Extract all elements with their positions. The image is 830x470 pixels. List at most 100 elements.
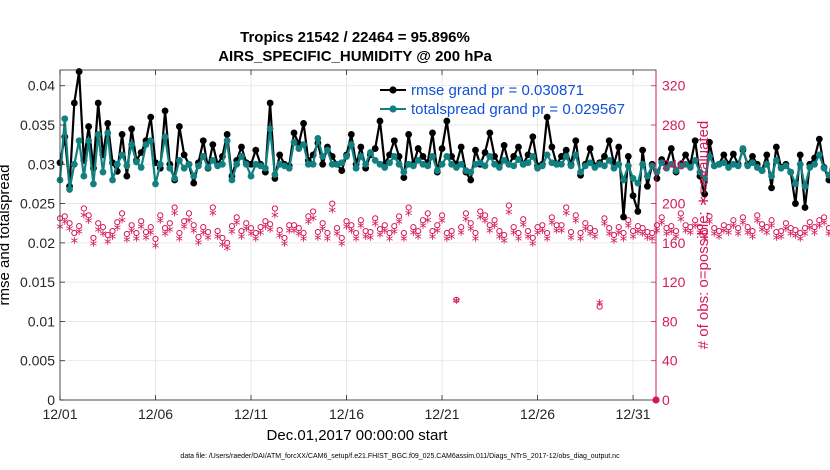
- totalspread-point: [701, 175, 709, 182]
- obs-evaluated-marker: *: [257, 226, 265, 244]
- obs-evaluated-marker: *: [519, 218, 527, 236]
- totalspread-point: [109, 176, 116, 184]
- rmse-point: [691, 137, 699, 145]
- rmse-point: [615, 143, 623, 151]
- obs-possible-marker: [754, 212, 761, 219]
- obs-possible-marker: [496, 227, 503, 235]
- obs-evaluated-marker: *: [410, 226, 418, 244]
- obs-evaluated-marker: *: [663, 227, 671, 245]
- obs-evaluated-marker: *: [429, 230, 437, 248]
- totalspread-point: [586, 159, 594, 167]
- obs-evaluated-marker: *: [137, 220, 145, 238]
- obs-evaluated-marker: *: [582, 222, 590, 240]
- obs-possible-marker: [467, 220, 474, 227]
- totalspread-point: [639, 160, 647, 168]
- obs-evaluated-marker: *: [228, 225, 236, 243]
- obs-evaluated-marker: *: [572, 214, 580, 232]
- obs-evaluated-marker: *: [438, 214, 446, 232]
- totalspread-point: [615, 160, 623, 168]
- obs-evaluated-marker: *: [61, 215, 69, 233]
- rmse-point: [429, 129, 436, 137]
- obs-possible-marker: [434, 222, 441, 229]
- obs-evaluated-marker: *: [787, 227, 795, 245]
- totalspread-point: [481, 162, 489, 170]
- totalspread-point: [261, 164, 269, 172]
- obs-possible-marker: [209, 204, 216, 211]
- obs-possible-marker: [415, 227, 422, 235]
- obs-possible-marker: [501, 231, 508, 239]
- obs-possible-marker: [181, 218, 188, 225]
- totalspread-point: [605, 156, 613, 164]
- obs-evaluated-marker: *: [362, 230, 370, 248]
- x-tick-label: 12/21: [425, 406, 460, 422]
- totalspread-point: [820, 164, 828, 172]
- obs-evaluated-marker: *: [758, 223, 766, 241]
- x-tick-label: 12/11: [234, 406, 268, 422]
- y2-tick-label: 160: [662, 235, 686, 251]
- obs-evaluated-marker: *: [142, 231, 150, 249]
- obs-evaluated-marker: *: [400, 232, 408, 250]
- rmse-point: [586, 145, 594, 152]
- obs-evaluated-marker: *: [672, 230, 680, 248]
- obs-possible-marker: [348, 222, 355, 229]
- totalspread-point: [433, 167, 441, 174]
- obs-evaluated-marker: *: [730, 219, 738, 237]
- obs-evaluated-marker: *: [171, 206, 179, 224]
- rmse-point: [70, 99, 78, 107]
- obs-possible-marker: [677, 210, 684, 217]
- rmse-point: [644, 182, 651, 190]
- totalspread-point: [658, 159, 666, 167]
- rmse-point: [605, 137, 613, 145]
- rmse-point: [118, 131, 126, 138]
- obs-evaluated-marker: *: [515, 232, 523, 250]
- rmse-point: [438, 145, 446, 152]
- totalspread-point: [362, 160, 370, 168]
- totalspread-point: [223, 137, 231, 145]
- totalspread-point: [815, 151, 823, 159]
- obs-evaluated-marker: *: [295, 227, 303, 245]
- obs-evaluated-marker: *: [625, 219, 633, 237]
- obs-evaluated-marker: *: [496, 230, 504, 248]
- rmse-point: [252, 146, 260, 154]
- obs-possible-marker: [118, 210, 126, 217]
- totalspread-point: [123, 162, 131, 170]
- obs-evaluated-marker: *: [811, 226, 819, 244]
- rmse-point: [701, 190, 709, 198]
- rmse-point: [467, 176, 475, 184]
- totalspread-point: [443, 153, 451, 160]
- obs-possible-marker: [486, 222, 493, 229]
- rmse-point: [515, 143, 522, 151]
- obs-evaluated-marker: *: [601, 217, 609, 235]
- y2-tick-label: 320: [662, 78, 686, 94]
- totalspread-point: [61, 115, 69, 123]
- obs-possible-marker: [419, 217, 427, 224]
- obs-possible-marker: [386, 229, 393, 237]
- rmse-point: [161, 107, 169, 115]
- obs-possible-marker: [200, 224, 207, 231]
- obs-possible-marker: [438, 212, 446, 219]
- obs-evaluated-marker: *: [414, 230, 422, 248]
- totalspread-point: [734, 162, 742, 170]
- rmse-point: [500, 142, 508, 149]
- totalspread-point: [414, 156, 422, 164]
- obs-possible-marker: [238, 227, 245, 235]
- totalspread-point: [271, 171, 279, 178]
- obs-possible-marker: [520, 216, 527, 223]
- obs-evaluated-marker: *: [668, 225, 676, 243]
- obs-evaluated-marker: *: [739, 216, 747, 234]
- legend-marker-rmse: [389, 86, 397, 94]
- obs-evaluated-marker: *: [123, 233, 131, 251]
- obs-evaluated-marker: *: [109, 230, 117, 248]
- obs-possible-marker: [152, 235, 159, 243]
- totalspread-point: [314, 134, 322, 142]
- rmse-point: [768, 184, 775, 192]
- totalspread-point: [204, 164, 212, 171]
- obs-evaluated-marker: *: [348, 224, 356, 242]
- obs-evaluated-marker: *: [94, 223, 102, 241]
- legend-label-rmse: rmse grand pr = 0.030871: [411, 82, 584, 99]
- totalspread-point: [180, 164, 188, 172]
- rmse-point: [247, 160, 255, 168]
- totalspread-point: [672, 167, 680, 174]
- totalspread-point: [768, 172, 775, 180]
- rmse-point: [347, 131, 355, 138]
